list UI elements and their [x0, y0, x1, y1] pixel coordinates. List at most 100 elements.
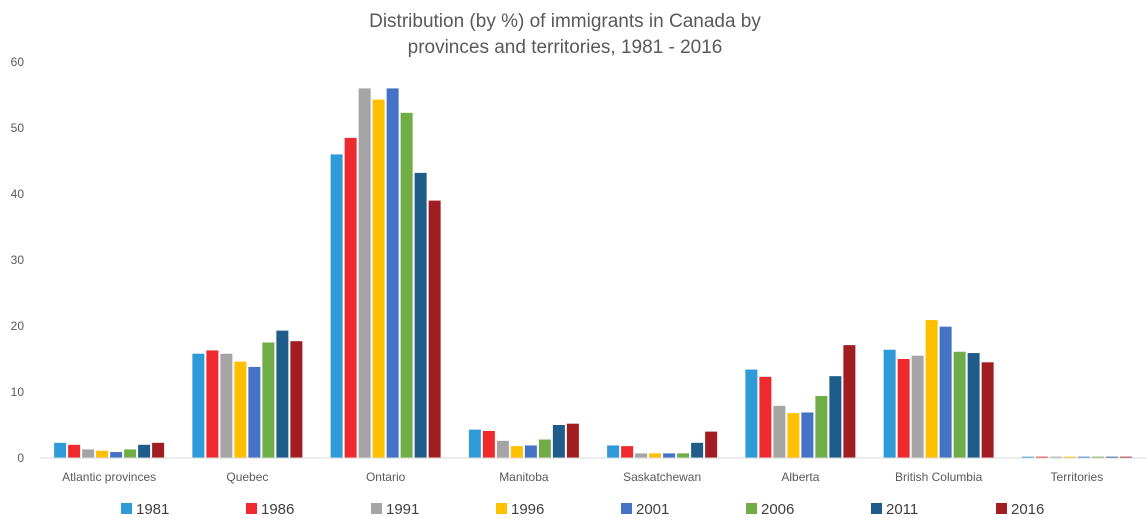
bar-1991-territories: [1049, 456, 1062, 458]
bar-1981-saskatchewan: [607, 445, 620, 458]
legend-label-1991: 1991: [386, 501, 419, 518]
x-tick-label: Saskatchewan: [623, 470, 701, 484]
y-tick-label: 20: [11, 319, 25, 333]
bar-1996-alberta: [787, 413, 800, 458]
bar-1991-manitoba: [496, 440, 509, 458]
bar-1996-atlantic-provinces: [96, 450, 109, 458]
bar-2001-alberta: [801, 412, 814, 458]
bar-2006-alberta: [815, 395, 828, 458]
chart-title-line-1: Distribution (by %) of immigrants in Can…: [369, 11, 761, 32]
y-tick-label: 10: [11, 385, 25, 399]
legend-label-2016: 2016: [1011, 501, 1044, 518]
x-tick-label: Manitoba: [499, 470, 549, 484]
y-tick-label: 50: [11, 121, 25, 135]
bar-1981-manitoba: [468, 429, 481, 458]
bar-2006-atlantic-provinces: [124, 449, 137, 458]
chart-title-line-2: provinces and territories, 1981 - 2016: [408, 37, 723, 58]
legend-swatch-2006: [746, 503, 757, 514]
legend-swatch-1981: [121, 503, 132, 514]
bar-1996-british-columbia: [925, 320, 938, 458]
y-tick-label: 30: [11, 253, 25, 267]
legend-label-2001: 2001: [636, 501, 669, 518]
bar-2011-alberta: [829, 376, 842, 458]
bar-2011-manitoba: [552, 425, 565, 458]
bar-1981-quebec: [192, 353, 205, 458]
bar-2016-manitoba: [566, 423, 579, 458]
legend-swatch-1991: [371, 503, 382, 514]
bar-2011-saskatchewan: [691, 442, 704, 458]
bar-2006-british-columbia: [953, 351, 966, 458]
bar-2001-ontario: [386, 88, 399, 459]
x-axis: Atlantic provinces Quebec Ontario Manitoba S…: [40, 457, 1146, 484]
bar-2001-quebec: [248, 366, 261, 458]
bar-1991-quebec: [220, 353, 233, 458]
bar-2006-saskatchewan: [677, 453, 690, 458]
bar-2006-manitoba: [538, 439, 551, 458]
bar-2011-ontario: [414, 172, 427, 458]
bar-1986-alberta: [759, 376, 772, 458]
bar-2016-quebec: [290, 341, 303, 458]
x-tick-label: Alberta: [781, 470, 819, 484]
bar-1991-atlantic-provinces: [82, 449, 95, 458]
bar-2001-saskatchewan: [663, 453, 676, 458]
x-tick-label: Ontario: [366, 470, 406, 484]
bar-1986-territories: [1035, 456, 1048, 458]
y-axis: 0 10 20 30 40 50 60: [11, 55, 25, 465]
bar-1981-atlantic-provinces: [54, 442, 67, 458]
legend-label-1996: 1996: [511, 501, 544, 518]
bar-1986-atlantic-provinces: [68, 444, 81, 458]
y-tick-label: 0: [17, 451, 24, 465]
bar-2001-manitoba: [524, 445, 537, 458]
bar-2016-alberta: [843, 345, 856, 458]
bar-2011-british-columbia: [967, 353, 980, 458]
legend-label-2011: 2011: [886, 501, 918, 518]
bar-1996-ontario: [372, 99, 385, 459]
bar-2016-ontario: [428, 200, 441, 458]
bar-1986-quebec: [206, 350, 219, 458]
bar-2011-atlantic-provinces: [138, 444, 151, 458]
bar-2001-territories: [1077, 456, 1090, 458]
bar-2001-british-columbia: [939, 326, 952, 458]
bar-2006-ontario: [400, 112, 413, 458]
legend-label-1981: 1981: [136, 501, 169, 518]
legend-swatch-1986: [246, 503, 257, 514]
x-tick-label: Territories: [1051, 470, 1104, 484]
bar-1986-british-columbia: [897, 359, 910, 458]
bar-1996-quebec: [234, 361, 247, 458]
legend-label-2006: 2006: [761, 501, 794, 518]
bar-2001-atlantic-provinces: [110, 452, 123, 458]
legend-swatch-2001: [621, 503, 632, 514]
bar-1986-saskatchewan: [621, 446, 634, 458]
bar-2016-atlantic-provinces: [152, 442, 165, 458]
bar-1986-ontario: [344, 137, 357, 458]
bar-2011-territories: [1105, 456, 1118, 458]
bar-1981-ontario: [330, 154, 343, 458]
bar-2006-quebec: [262, 342, 275, 458]
bar-2016-british-columbia: [981, 362, 994, 458]
legend-swatch-2016: [996, 503, 1007, 514]
x-tick-label: Atlantic provinces: [62, 470, 156, 484]
bar-1991-saskatchewan: [635, 453, 648, 458]
y-tick-label: 40: [11, 187, 25, 201]
x-tick-label: British Columbia: [895, 470, 983, 484]
legend-swatch-1996: [496, 503, 507, 514]
bars: [54, 88, 1132, 459]
bar-1986-manitoba: [482, 430, 495, 458]
bar-1996-territories: [1063, 456, 1076, 458]
bar-2006-territories: [1091, 456, 1104, 458]
bar-2016-territories: [1119, 456, 1132, 458]
bar-2011-quebec: [276, 330, 289, 458]
bar-1981-territories: [1021, 456, 1034, 458]
x-tick-label: Quebec: [226, 470, 268, 484]
legend: 1981 1986 1991 1996 2001 2006 2011 2016: [121, 501, 1044, 518]
bar-2016-saskatchewan: [705, 431, 718, 458]
bar-1981-british-columbia: [883, 349, 896, 458]
bar-1991-ontario: [358, 88, 371, 459]
legend-label-1986: 1986: [261, 501, 294, 518]
bar-1991-alberta: [773, 405, 786, 458]
bar-1991-british-columbia: [911, 355, 924, 458]
bar-1996-saskatchewan: [649, 453, 662, 458]
legend-swatch-2011: [871, 503, 882, 514]
